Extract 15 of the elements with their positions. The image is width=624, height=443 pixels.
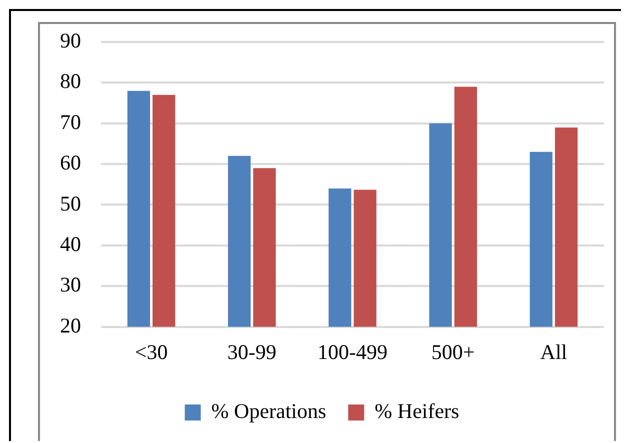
legend-label: % Heifers [374,399,460,424]
y-tick-label: 40 [60,232,81,256]
legend-label: % Operations [211,399,326,424]
x-tick-label: All [540,340,568,364]
x-tick-label: 100-499 [318,340,388,364]
y-tick-label: 50 [60,191,81,216]
y-tick-label: 30 [60,272,81,297]
x-tick-label: 500+ [431,340,475,364]
x-tick-label: <30 [134,340,168,364]
y-tick-label: 80 [60,69,81,94]
y-tick-label: 90 [60,28,81,53]
y-tick-label: 20 [60,313,81,338]
x-tick-label: 30-99 [227,340,276,364]
y-tick-label: 60 [60,150,81,175]
y-tick-label: 70 [60,110,81,134]
